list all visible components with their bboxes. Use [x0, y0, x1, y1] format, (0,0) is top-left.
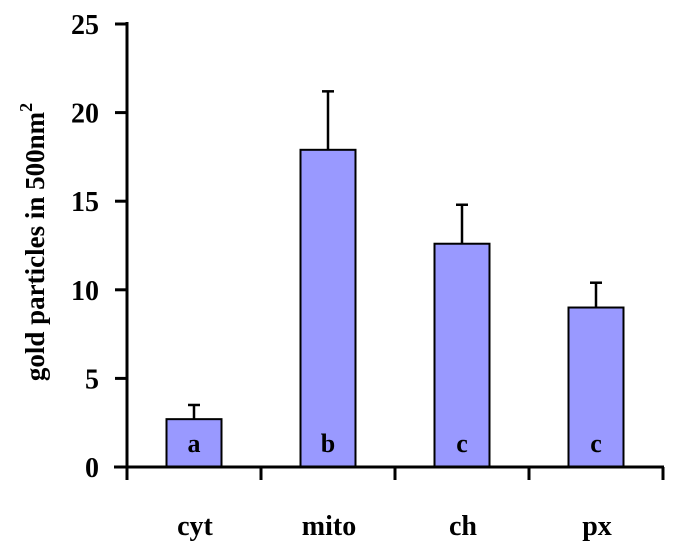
y-tick-marks [115, 22, 127, 469]
y-tick-label: 0 [85, 453, 99, 484]
x-category-labels: cyt mito ch px [177, 511, 612, 542]
y-tick-labels: 0 5 10 15 20 25 [71, 10, 99, 484]
significance-letter: b [321, 429, 335, 458]
y-axis-title-superscript: 2 [16, 103, 36, 112]
svg-text:gold particles in 500nm2: gold particles in 500nm2 [16, 103, 50, 381]
x-category-label: mito [302, 511, 356, 542]
significance-letter: c [590, 429, 602, 458]
y-tick-label: 20 [71, 99, 99, 130]
y-axis-title: gold particles in 500nm2 [16, 103, 50, 381]
y-axis-title-text: gold particles in 500nm [20, 111, 50, 381]
bar-cyt: a [165, 403, 223, 469]
y-tick-label: 15 [71, 187, 99, 218]
y-tick-label: 5 [85, 364, 99, 395]
x-category-label: px [582, 511, 612, 542]
bar-mito: b [299, 90, 357, 468]
bar-px: c [567, 281, 625, 468]
y-tick-label: 25 [71, 10, 99, 41]
significance-letter: c [456, 429, 468, 458]
bar-rect [299, 148, 357, 468]
x-tick-marks [125, 467, 665, 480]
bar-ch: c [433, 203, 491, 468]
x-category-label: ch [449, 511, 477, 542]
significance-letter: a [188, 429, 201, 458]
x-category-label: cyt [177, 511, 213, 542]
y-tick-label: 10 [71, 276, 99, 307]
